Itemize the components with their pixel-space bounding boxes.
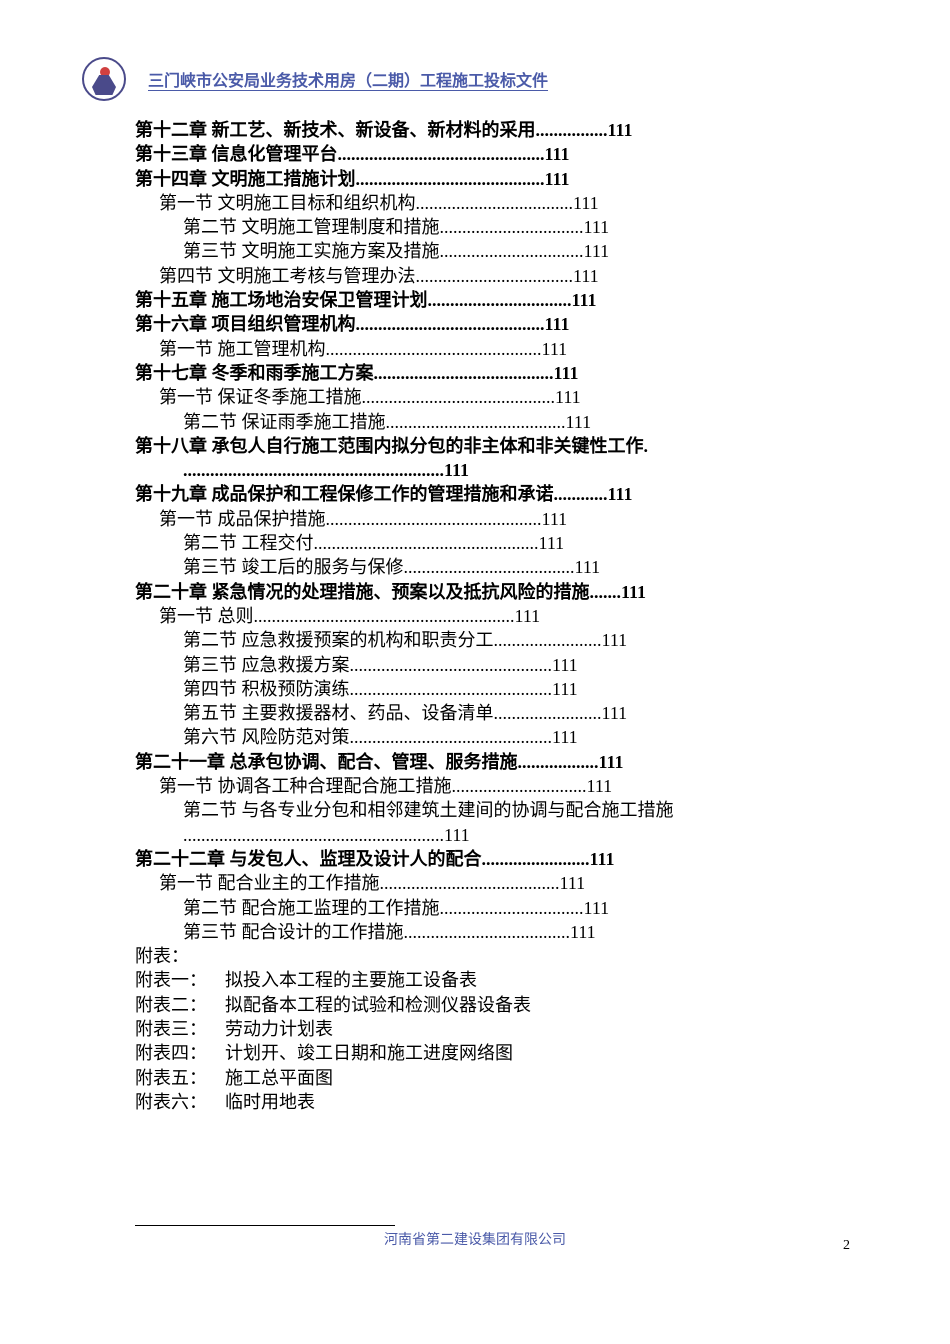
toc-entry: 第十六章 项目组织管理机构...........................… (135, 312, 830, 336)
toc-entry: ........................................… (135, 823, 830, 847)
appendix-label: 附表四： (135, 1041, 225, 1065)
toc-entry: 第一节 协调各工种合理配合施工措施.......................… (135, 774, 830, 798)
page-number: 2 (843, 1238, 850, 1254)
toc-entry: 第一节 文明施工目标和组织机构.........................… (135, 191, 830, 215)
toc-entry: 第二节 保证雨季施工措施............................… (135, 410, 830, 434)
toc-entry: 第三节 配合设计的工作措施...........................… (135, 920, 830, 944)
appendix-entry: 附表一：拟投入本工程的主要施工设备表 (135, 968, 830, 992)
appendix-text: 临时用地表 (225, 1092, 315, 1112)
header: 三门峡市公安局业务技术用房（二期）工程施工投标文件 (80, 55, 850, 103)
toc-entry: 第十五章 施工场地治安保卫管理计划.......................… (135, 288, 830, 312)
appendix-entry: 附表三：劳动力计划表 (135, 1017, 830, 1041)
appendix-text: 拟配备本工程的试验和检测仪器设备表 (225, 995, 531, 1015)
toc-entry: 第二十二章 与发包人、监理及设计人的配合....................… (135, 847, 830, 871)
appendix-header: 附表： (135, 944, 830, 968)
appendix-entry: 附表五：施工总平面图 (135, 1066, 830, 1090)
toc-entry: 第十七章 冬季和雨季施工方案..........................… (135, 361, 830, 385)
toc-entry: 第十四章 文明施工措施计划...........................… (135, 167, 830, 191)
toc-entry: 第二节 与各专业分包和相邻建筑土建间的协调与配合施工措施 (135, 798, 830, 822)
toc-entry: 第六节 风险防范对策..............................… (135, 725, 830, 749)
appendix-label: 附表三： (135, 1017, 225, 1041)
toc-entry: 第十二章 新工艺、新技术、新设备、新材料的采用................1… (135, 118, 830, 142)
appendix-text: 计划开、竣工日期和施工进度网络图 (225, 1043, 513, 1063)
toc-entry: 第三节 文明施工实施方案及措施.........................… (135, 239, 830, 263)
footer-divider (135, 1225, 395, 1226)
toc-content: 第十二章 新工艺、新技术、新设备、新材料的采用................1… (135, 118, 830, 1114)
toc-entry: 第三节 竣工后的服务与保修...........................… (135, 555, 830, 579)
appendix-text: 劳动力计划表 (225, 1019, 333, 1039)
appendix-label: 附表五： (135, 1066, 225, 1090)
appendix-label: 附表六： (135, 1090, 225, 1114)
toc-entry: 第一节 总则..................................… (135, 604, 830, 628)
toc-entry: 第十三章 信息化管理平台............................… (135, 142, 830, 166)
toc-entry: 第一节 施工管理机构..............................… (135, 337, 830, 361)
document-title: 三门峡市公安局业务技术用房（二期）工程施工投标文件 (148, 67, 548, 91)
toc-entry: 第三节 应急救援方案..............................… (135, 653, 830, 677)
toc-entry: 第二十章 紧急情况的处理措施、预案以及抵抗风险的措施.......111 (135, 580, 830, 604)
toc-entry: 第二节 文明施工管理制度和措施.........................… (135, 215, 830, 239)
toc-entry: 第二节 工程交付................................… (135, 531, 830, 555)
footer-company: 河南省第二建设集团有限公司 (0, 1229, 950, 1249)
appendix-text: 施工总平面图 (225, 1068, 333, 1088)
toc-entry: 第一节 成品保护措施..............................… (135, 507, 830, 531)
toc-entry: 第四节 积极预防演练..............................… (135, 677, 830, 701)
toc-entry: 第四节 文明施工考核与管理办法.........................… (135, 264, 830, 288)
company-logo-icon (80, 55, 128, 103)
appendix-entry: 附表四：计划开、竣工日期和施工进度网络图 (135, 1041, 830, 1065)
appendix-text: 拟投入本工程的主要施工设备表 (225, 970, 477, 990)
appendix-label: 附表一： (135, 968, 225, 992)
toc-entry: 第二节 应急救援预案的机构和职责分工......................… (135, 628, 830, 652)
toc-entry: 第十八章 承包人自行施工范围内拟分包的非主体和非关键性工作. (135, 434, 830, 458)
toc-entry: 第二十一章 总承包协调、配合、管理、服务措施..................… (135, 750, 830, 774)
toc-entry: 第二节 配合施工监理的工作措施.........................… (135, 896, 830, 920)
toc-entry: 第一节 保证冬季施工措施............................… (135, 385, 830, 409)
toc-entry: 第一节 配合业主的工作措施...........................… (135, 871, 830, 895)
appendix-entry: 附表二：拟配备本工程的试验和检测仪器设备表 (135, 993, 830, 1017)
appendix-label: 附表二： (135, 993, 225, 1017)
appendix-entry: 附表六：临时用地表 (135, 1090, 830, 1114)
toc-entry: 第五节 主要救援器材、药品、设备清单......................… (135, 701, 830, 725)
toc-entry: 第十九章 成品保护和工程保修工作的管理措施和承诺............111 (135, 482, 830, 506)
toc-entry: ........................................… (135, 458, 830, 482)
